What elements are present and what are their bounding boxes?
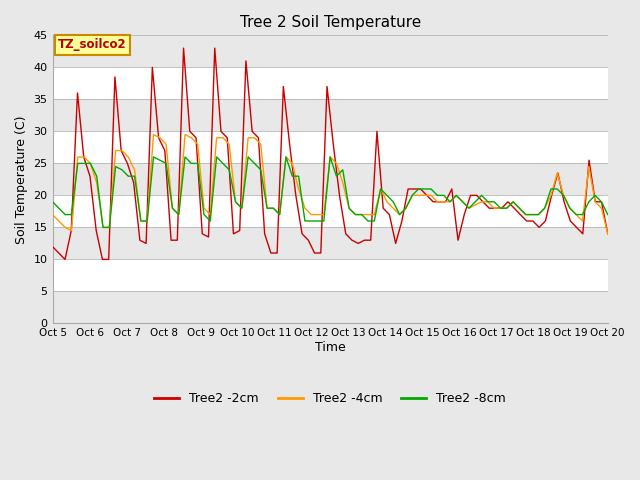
Text: TZ_soilco2: TZ_soilco2: [58, 38, 127, 51]
X-axis label: Time: Time: [315, 341, 346, 354]
Bar: [52, 291, 608, 324]
Bar: [52, 259, 608, 291]
Bar: [52, 67, 608, 99]
Bar: [52, 228, 608, 259]
Bar: [52, 99, 608, 132]
Y-axis label: Soil Temperature (C): Soil Temperature (C): [15, 115, 28, 244]
Legend: Tree2 -2cm, Tree2 -4cm, Tree2 -8cm: Tree2 -2cm, Tree2 -4cm, Tree2 -8cm: [149, 387, 511, 410]
Bar: [52, 132, 608, 163]
Bar: [52, 36, 608, 67]
Bar: [52, 195, 608, 228]
Bar: [52, 163, 608, 195]
Title: Tree 2 Soil Temperature: Tree 2 Soil Temperature: [239, 15, 420, 30]
